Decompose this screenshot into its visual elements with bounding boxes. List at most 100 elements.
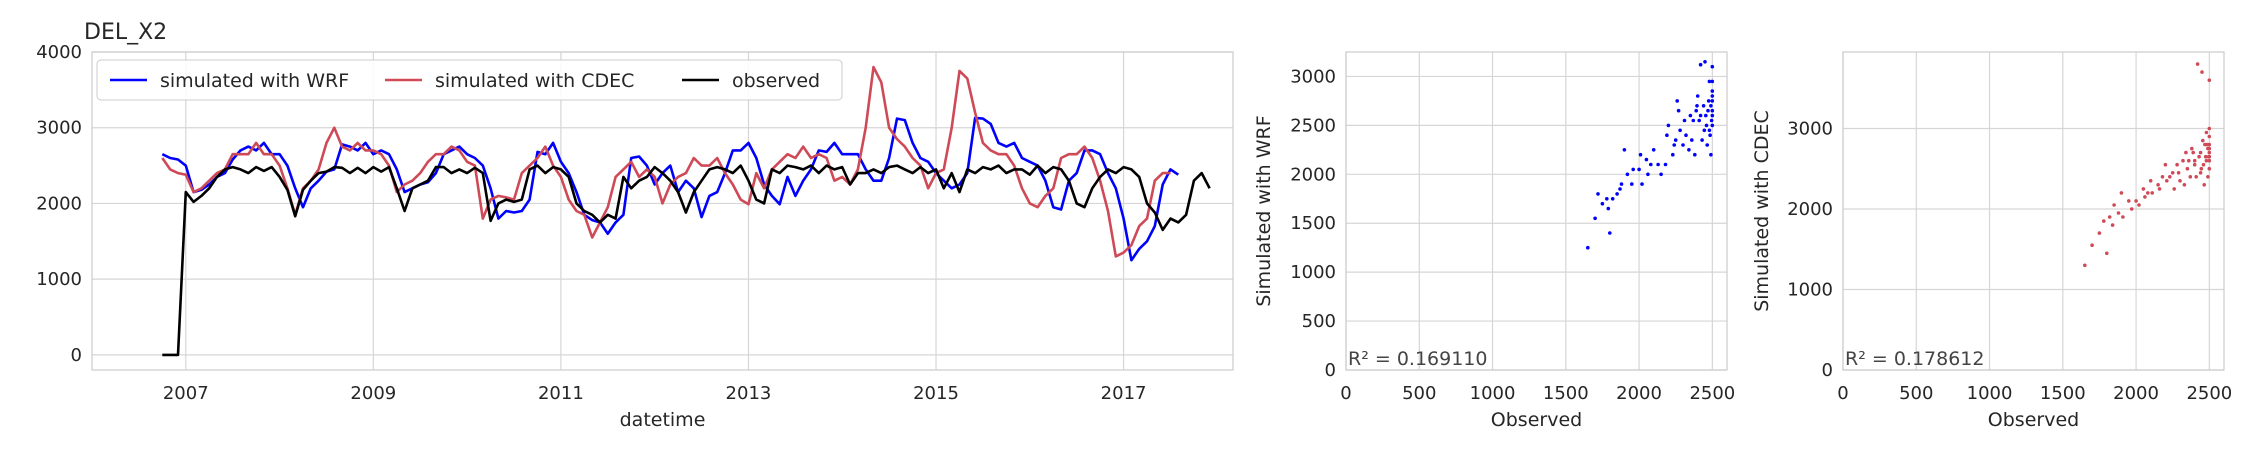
scatter-point — [2192, 158, 2197, 163]
scatter-point — [2192, 162, 2197, 167]
scatter-ytick-label: 500 — [1302, 311, 1336, 332]
legend-box — [96, 59, 843, 101]
scatter-point — [2194, 175, 2198, 179]
scatter-point — [2182, 183, 2187, 187]
scatter-xtick-label: 1500 — [1543, 383, 1589, 404]
series-line-2 — [162, 164, 1211, 357]
scatter-point — [2083, 263, 2087, 268]
scatter-point — [2203, 154, 2208, 159]
scatter-point — [1673, 138, 1678, 142]
scatter-point — [2200, 70, 2204, 74]
scatter-point — [2156, 183, 2160, 187]
scatter-point — [1706, 99, 1711, 103]
scatter-point — [1695, 104, 1699, 108]
scatter-ytick-label: 1500 — [1290, 213, 1336, 234]
scatter-ytick-label: 3000 — [1787, 118, 1833, 139]
scatter-point — [2176, 171, 2181, 175]
scatter-point — [2150, 191, 2154, 195]
scatter-ytick-label: 1000 — [1290, 262, 1336, 283]
scatter-point — [1704, 113, 1708, 118]
scatter-point — [1707, 128, 1712, 133]
scatter-frame — [1345, 51, 1728, 371]
scatter-point — [1640, 182, 1644, 186]
scatter-point — [1644, 157, 1649, 162]
scatter-point — [1656, 162, 1660, 167]
ts-xtick-label: 2009 — [350, 383, 396, 404]
scatter-point — [1672, 143, 1676, 147]
scatter-point — [1710, 89, 1715, 93]
scatter-point — [2191, 150, 2195, 155]
scatter-point — [2204, 158, 2209, 163]
ts-ytick-label: 0 — [71, 345, 82, 366]
scatter-point — [1659, 172, 1663, 177]
legend-label-2: observed — [732, 70, 820, 92]
scatter-point — [2185, 166, 2190, 171]
scatter-y-axis-label: Simulated with WRF — [1253, 115, 1275, 306]
scatter-xtick-label: 0 — [1340, 383, 1351, 404]
scatter-point — [1681, 143, 1685, 147]
scatter-point — [1698, 113, 1703, 118]
scatter-xtick-label: 2500 — [2186, 383, 2232, 404]
scatter-point — [1697, 118, 1701, 123]
scatter-ytick-label: 0 — [1822, 360, 1833, 381]
scatter-point — [2168, 175, 2172, 179]
scatter-point — [2134, 199, 2138, 203]
scatter-point — [1618, 187, 1622, 191]
scatter-point — [1710, 99, 1715, 103]
scatter-point — [2129, 207, 2134, 211]
scatter-point — [2146, 191, 2150, 195]
scatter-point — [1705, 143, 1709, 147]
scatter-point — [2207, 166, 2212, 171]
scatter-point — [1701, 104, 1706, 108]
scatter-point — [1688, 113, 1693, 118]
scatter-point — [2207, 134, 2212, 139]
scatter-point — [2207, 154, 2212, 159]
scatter-point — [1665, 133, 1669, 137]
scatter-point — [2207, 142, 2212, 147]
ts-ytick-label: 3000 — [36, 118, 82, 139]
scatter-point — [1676, 108, 1681, 113]
ts-xtick-label: 2015 — [913, 383, 959, 404]
scatter-point — [1709, 152, 1713, 157]
scatter-point — [2175, 162, 2179, 167]
r2-annotation: R² = 0.178612 — [1845, 348, 1984, 370]
scatter-point — [1615, 192, 1619, 196]
scatter-point — [1651, 148, 1656, 152]
scatter-point — [2143, 195, 2147, 199]
scatter-point — [2105, 251, 2109, 256]
scatter-point — [2207, 78, 2212, 82]
scatter-point — [2188, 175, 2193, 179]
scatter-point — [1625, 172, 1630, 177]
scatter-point — [1710, 108, 1715, 113]
ts-ytick-label: 4000 — [36, 42, 82, 63]
scatter-point — [2157, 187, 2162, 191]
scatter-point — [1710, 123, 1715, 128]
scatter-xtick-label: 2500 — [1689, 383, 1735, 404]
scatter-point — [1704, 123, 1709, 128]
scatter-point — [2197, 154, 2201, 159]
scatter-xtick-label: 2000 — [1616, 383, 1662, 404]
scatter-point — [2097, 231, 2102, 235]
scatter-point — [1691, 118, 1696, 123]
scatter-point — [2127, 199, 2131, 203]
scatter-point — [1622, 148, 1627, 152]
scatter-point — [1684, 133, 1688, 137]
scatter-frame — [1842, 51, 2225, 371]
timeseries-panel: 2007 2009 2011 2013 2015 2017 0 1000 2000 3000 400… — [36, 20, 1234, 431]
scatter-point — [1671, 152, 1675, 157]
scatter-point — [2207, 158, 2212, 163]
scatter-x-axis-label: Observed — [1491, 409, 1582, 431]
scatter-point — [1703, 60, 1707, 64]
scatter-point — [1593, 216, 1597, 221]
scatter-point — [1693, 152, 1697, 157]
scatter-point — [1675, 99, 1679, 103]
scatter-point — [1709, 118, 1714, 123]
chart-title: DEL_X2 — [84, 20, 167, 45]
scatter-point — [1698, 62, 1703, 67]
ts-xtick-label: 2013 — [726, 383, 772, 404]
scatter-point — [2116, 211, 2121, 215]
scatter-point — [1708, 133, 1712, 137]
scatter-point — [1663, 162, 1668, 167]
scatter-point — [1682, 118, 1687, 123]
